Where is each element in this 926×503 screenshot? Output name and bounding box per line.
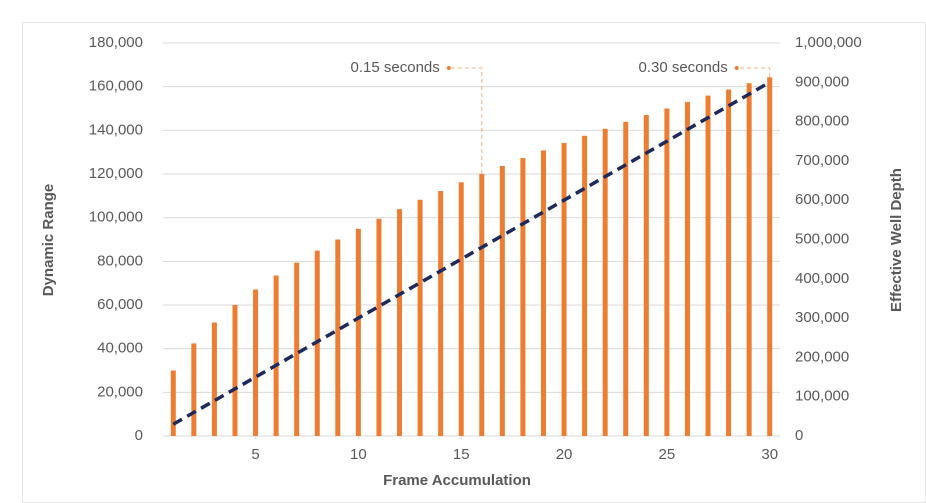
bar	[746, 83, 752, 436]
bar	[726, 89, 732, 436]
y-tick-label: 140,000	[89, 121, 143, 138]
y2-tick-label: 500,000	[795, 230, 849, 247]
bar	[664, 108, 670, 436]
annotation-connector	[736, 67, 771, 78]
bar	[520, 158, 526, 437]
y-tick-label: 120,000	[89, 165, 143, 182]
x-tick-label: 5	[251, 446, 259, 463]
bar	[376, 218, 382, 436]
bar	[438, 191, 444, 436]
x-axis-title: Frame Accumulation	[383, 472, 531, 489]
x-tick-label: 20	[556, 446, 573, 463]
bar	[232, 305, 238, 436]
annotation-connector	[448, 67, 483, 174]
annotation-dot	[446, 66, 451, 70]
line-series	[172, 80, 771, 426]
bar	[561, 142, 567, 436]
bar	[294, 262, 300, 436]
chart-frame	[22, 22, 926, 503]
y2-tick-label: 200,000	[795, 348, 849, 365]
bar	[499, 165, 505, 436]
y-tick-label: 0	[135, 427, 143, 444]
y-tick-label: 20,000	[97, 383, 143, 400]
bar	[582, 135, 588, 436]
bar	[397, 209, 403, 436]
bar	[767, 77, 773, 437]
y-tick-label: 160,000	[89, 78, 143, 95]
x-tick-label: 25	[659, 446, 676, 463]
bar	[479, 174, 485, 436]
bar	[191, 343, 197, 436]
y-tick-label: 180,000	[89, 34, 143, 51]
bar	[540, 150, 546, 437]
y2-tick-label: 900,000	[795, 73, 849, 90]
y2-tick-label: 300,000	[795, 309, 849, 326]
y-tick-label: 60,000	[97, 296, 143, 313]
y2-tick-label: 1,000,000	[795, 34, 862, 51]
y-tick-label: 40,000	[97, 340, 143, 357]
y-tick-label: 80,000	[97, 252, 143, 269]
y-axis-title: Dynamic Range	[40, 184, 57, 297]
y2-tick-label: 100,000	[795, 388, 849, 405]
x-tick-label: 30	[761, 446, 778, 463]
annotation-label: 0.15 seconds	[351, 59, 440, 76]
bar	[211, 322, 217, 436]
bar	[705, 95, 711, 436]
bar	[458, 182, 464, 436]
x-tick-label: 15	[453, 446, 470, 463]
bar	[273, 275, 279, 436]
bar	[253, 289, 259, 436]
bar	[417, 199, 423, 436]
bar	[355, 228, 361, 436]
x-tick-label: 10	[350, 446, 367, 463]
y2-tick-label: 700,000	[795, 152, 849, 169]
bar	[602, 128, 608, 436]
annotation-label: 0.30 seconds	[638, 59, 727, 76]
bar	[335, 239, 341, 436]
y2-tick-label: 800,000	[795, 113, 849, 130]
y2-tick-label: 0	[795, 427, 803, 444]
y2-tick-label: 400,000	[795, 270, 849, 287]
y-tick-label: 100,000	[89, 209, 143, 226]
y2-tick-label: 600,000	[795, 191, 849, 208]
y2-axis-title: Effective Well Depth	[888, 168, 905, 312]
annotation-dot	[734, 66, 739, 70]
bar	[623, 121, 629, 437]
bar	[170, 370, 176, 436]
bar	[684, 101, 690, 436]
bar	[643, 115, 649, 437]
